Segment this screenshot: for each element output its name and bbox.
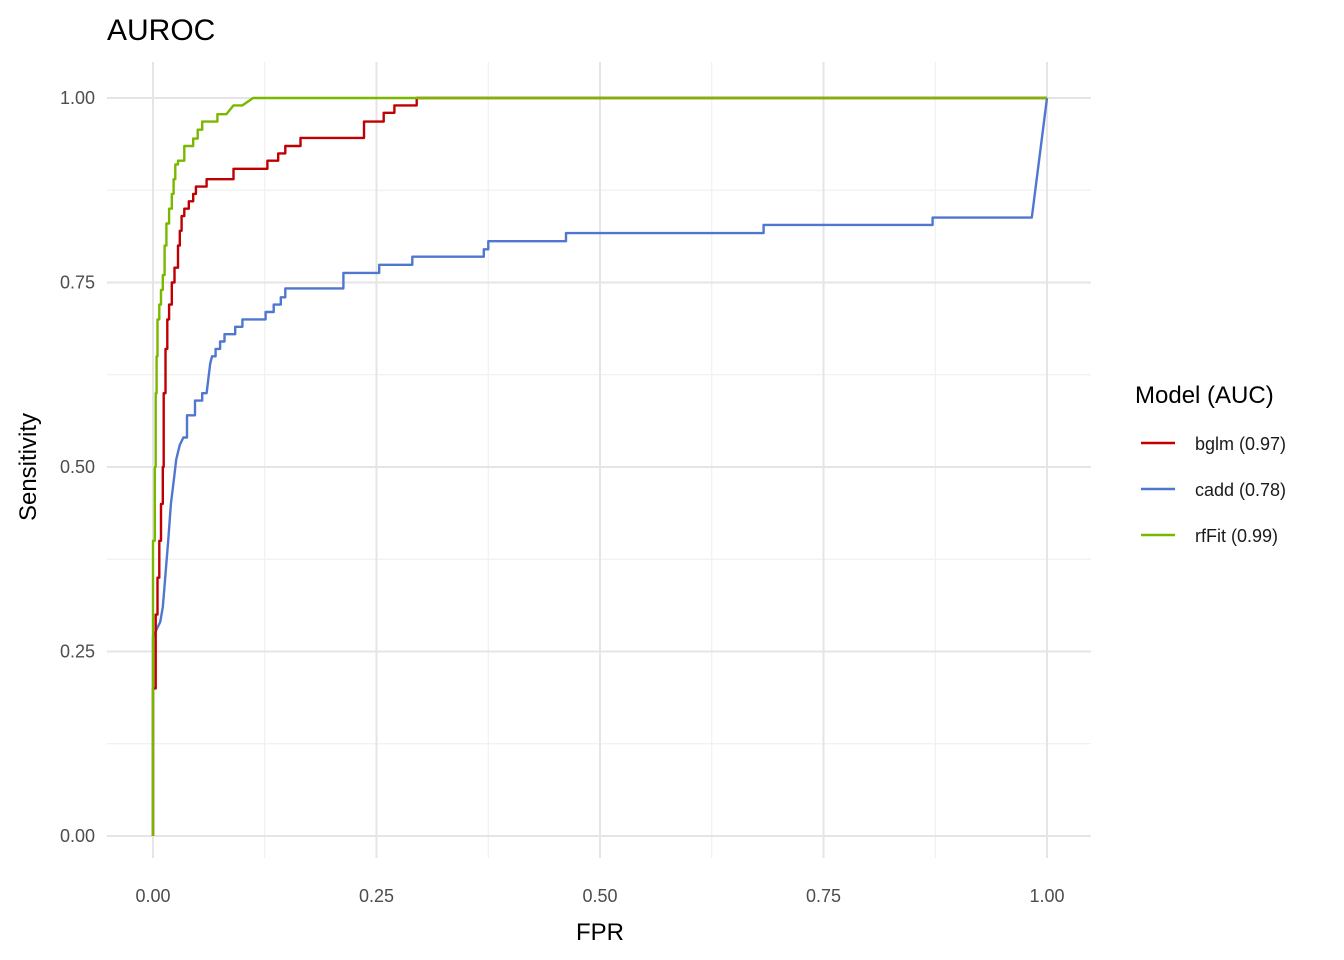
series-line-cadd [151, 97, 1049, 836]
y-tick-label: 0.50 [60, 457, 95, 477]
x-tick-label: 0.00 [135, 886, 170, 906]
series-line-rfFit [151, 96, 1047, 836]
legend-label-bglm: bglm (0.97) [1195, 434, 1286, 454]
x-tick-label: 0.75 [806, 886, 841, 906]
chart-title: AUROC [107, 14, 215, 47]
y-tick-label: 0.00 [60, 826, 95, 846]
y-tick-labels: 0.00 0.25 0.50 0.75 1.00 [60, 88, 95, 846]
x-axis-title: FPR [576, 919, 624, 946]
y-tick-label: 1.00 [60, 88, 95, 108]
x-tick-label: 1.00 [1029, 886, 1064, 906]
legend: Model (AUC) bglm (0.97) cadd (0.78) rfFit … [1135, 382, 1286, 546]
x-tick-labels: 0.00 0.25 0.50 0.75 1.00 [135, 886, 1064, 906]
grid [107, 62, 1091, 858]
x-tick-label: 0.50 [582, 886, 617, 906]
legend-title: Model (AUC) [1135, 382, 1274, 409]
y-tick-label: 0.75 [60, 273, 95, 293]
legend-label-rfFit: rfFit (0.99) [1195, 526, 1278, 546]
y-tick-label: 0.25 [60, 642, 95, 662]
x-tick-label: 0.25 [359, 886, 394, 906]
legend-label-cadd: cadd (0.78) [1195, 480, 1286, 500]
series-lines [151, 96, 1049, 836]
legend-items: bglm (0.97) cadd (0.78) rfFit (0.99) [1141, 434, 1286, 546]
y-axis-title: Sensitivity [15, 413, 42, 521]
series-line-bglm [151, 96, 1047, 836]
